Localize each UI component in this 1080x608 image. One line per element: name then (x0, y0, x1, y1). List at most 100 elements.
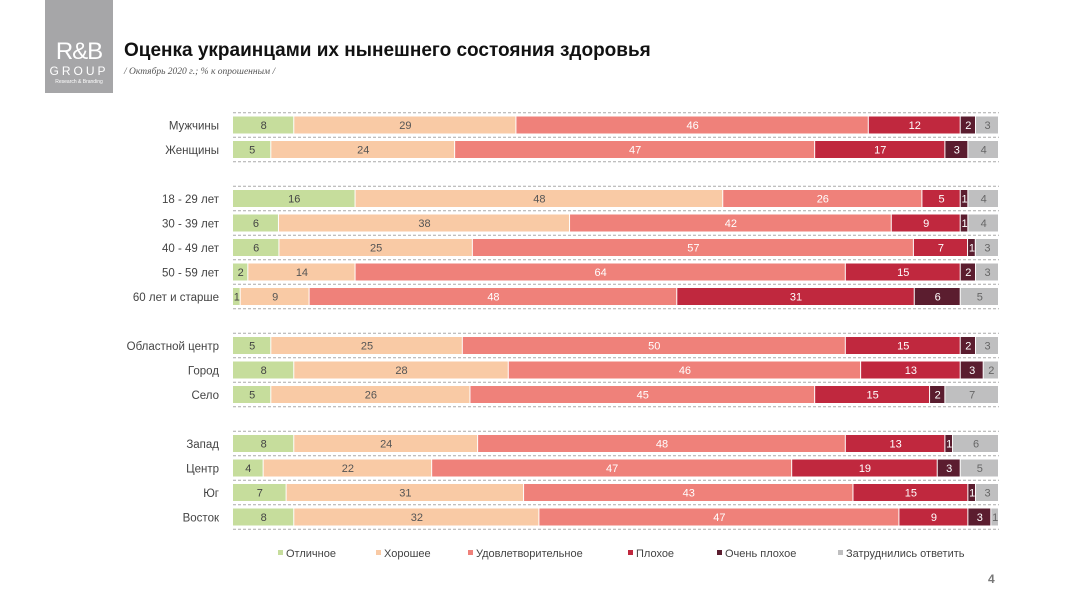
row-label: 50 - 59 лет (162, 268, 220, 280)
data-label: 48 (487, 292, 499, 304)
bar-segment (960, 116, 976, 134)
legend-label: Удовлетворительное (476, 548, 583, 560)
bar-segment (815, 141, 945, 158)
data-label: 26 (817, 194, 829, 206)
bar-segment (960, 361, 983, 379)
data-label: 3 (977, 512, 983, 524)
bar-segment (233, 361, 294, 379)
data-label: 2 (965, 341, 971, 353)
data-label: 1 (969, 488, 975, 500)
data-label: 6 (973, 439, 979, 451)
logo: R&B GROUP Research & Branding (45, 0, 113, 93)
bar-segment (472, 239, 913, 256)
bar-segment (899, 508, 968, 526)
data-label: 17 (874, 145, 886, 157)
row-label: Юг (203, 488, 219, 500)
bar-segment (983, 361, 998, 379)
data-label: 28 (395, 365, 407, 377)
data-label: 8 (261, 512, 267, 524)
logo-tagline: Research & Branding (55, 79, 103, 85)
data-label: 2 (965, 267, 971, 279)
bar-segment (960, 337, 976, 354)
bar-segment (294, 361, 508, 379)
data-label: 6 (253, 243, 259, 255)
data-label: 2 (988, 365, 994, 377)
data-label: 47 (629, 145, 641, 157)
legend-swatch (376, 550, 381, 555)
data-label: 5 (249, 390, 255, 402)
data-label: 46 (679, 365, 691, 377)
data-label: 5 (977, 463, 983, 475)
data-label: 48 (533, 194, 545, 206)
row-label: 40 - 49 лет (162, 243, 220, 255)
bar-segment (263, 459, 432, 477)
bar-segment (960, 190, 968, 207)
bar-segment (286, 484, 524, 501)
bar-segment (976, 116, 998, 134)
bar-segment (960, 263, 976, 281)
data-label: 14 (296, 267, 308, 279)
data-label: 3 (954, 145, 960, 157)
data-label: 1 (234, 292, 240, 304)
bar-segment (891, 214, 960, 232)
bar-segment (968, 190, 998, 207)
bar-segment (462, 337, 845, 354)
data-label: 26 (365, 390, 377, 402)
bar-segment (240, 288, 309, 305)
bar-segment (278, 214, 570, 232)
data-label: 1 (961, 194, 967, 206)
data-label: 3 (984, 341, 990, 353)
bar-segment (233, 239, 279, 256)
bar-segment (233, 263, 248, 281)
data-label: 4 (981, 218, 987, 230)
bar-segment (294, 116, 516, 134)
data-label: 8 (261, 120, 267, 132)
data-label: 7 (969, 390, 975, 402)
bar-segment (792, 459, 937, 477)
legend-label: Затруднились ответить (846, 548, 965, 560)
data-label: 45 (637, 390, 649, 402)
data-label: 4 (981, 145, 987, 157)
data-label: 12 (909, 120, 921, 132)
data-label: 5 (249, 341, 255, 353)
bar-segment (271, 386, 470, 403)
row-label: Город (188, 366, 219, 378)
data-label: 8 (261, 439, 267, 451)
bar-segment (968, 239, 975, 256)
bar-segment (968, 214, 998, 232)
bar-segment (845, 435, 945, 452)
legend-swatch (278, 550, 283, 555)
legend-swatch (717, 550, 722, 555)
data-label: 38 (418, 218, 430, 230)
data-label: 47 (606, 463, 618, 475)
data-label: 48 (656, 439, 668, 451)
bar-segment (355, 263, 845, 281)
legend-swatch (468, 550, 473, 555)
bar-segment (271, 337, 462, 354)
row-label: Женщины (165, 145, 219, 157)
legend-swatch (838, 550, 843, 555)
bar-segment (976, 263, 998, 281)
data-label: 7 (938, 243, 944, 255)
bar-segment (968, 508, 991, 526)
bar-segment (516, 116, 868, 134)
bar-segment (868, 116, 960, 134)
data-label: 1 (969, 243, 975, 255)
bar-segment (960, 459, 998, 477)
data-label: 15 (897, 341, 909, 353)
legend-label: Отличное (286, 548, 336, 560)
data-label: 7 (257, 488, 263, 500)
bar-segment (960, 288, 998, 305)
bar-segment (294, 508, 539, 526)
data-label: 3 (984, 488, 990, 500)
data-label: 9 (931, 512, 937, 524)
bar-segment (432, 459, 792, 477)
bar-segment (922, 190, 960, 207)
bar-segment (945, 141, 968, 158)
data-label: 6 (935, 292, 941, 304)
bar-segment (508, 361, 861, 379)
bar-segment (861, 361, 960, 379)
bar-segment (960, 214, 968, 232)
bar-segment (455, 141, 815, 158)
